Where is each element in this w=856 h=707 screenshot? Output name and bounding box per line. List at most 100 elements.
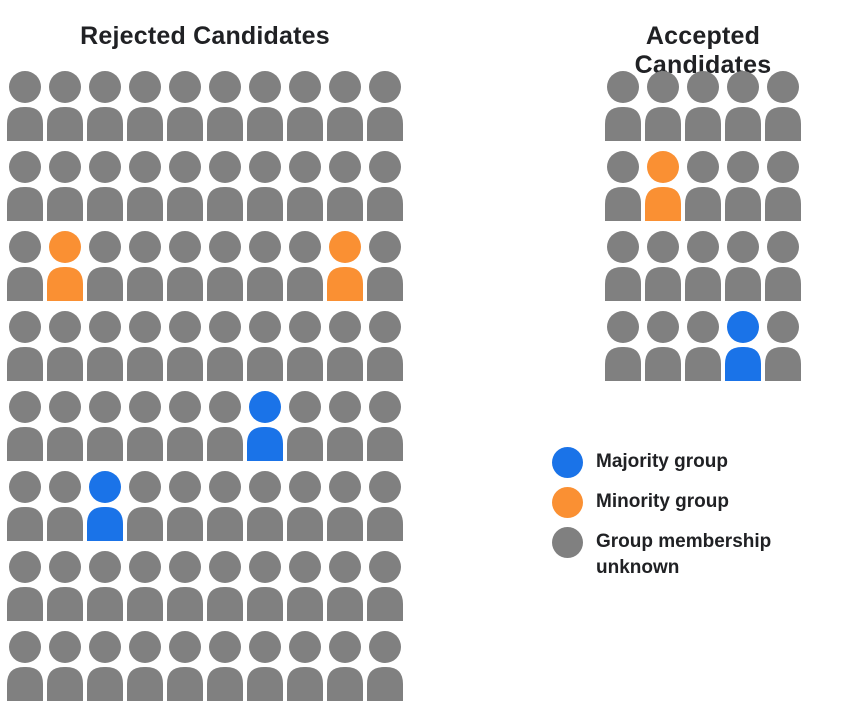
person-icon-minority [327,231,363,301]
person-icon-unknown [247,151,283,221]
legend-label-unknown: Group membership unknown [596,531,772,578]
person-icon-unknown [765,231,801,301]
accepted-candidates-grid [605,71,801,381]
person-icon-unknown [207,151,243,221]
person-icon-unknown [327,391,363,461]
person-icon-unknown [645,71,681,141]
legend-item-minority: Minority group [552,487,796,518]
legend-label-majority: Majority group [596,451,728,472]
person-icon-unknown [725,151,761,221]
person-icon-majority [725,311,761,381]
person-icon-majority [87,471,123,541]
person-icon-unknown [367,471,403,541]
person-icon-unknown [7,231,43,301]
person-icon-unknown [645,311,681,381]
person-icon-unknown [645,231,681,301]
person-icon-unknown [7,631,43,701]
person-icon-unknown [287,631,323,701]
person-icon-unknown [127,391,163,461]
person-icon-unknown [87,71,123,141]
person-icon-unknown [87,631,123,701]
person-icon-unknown [47,151,83,221]
person-icon-unknown [207,231,243,301]
person-icon-unknown [327,551,363,621]
person-icon-unknown [247,631,283,701]
person-icon-unknown [367,231,403,301]
person-icon-unknown [127,71,163,141]
person-icon-unknown [207,471,243,541]
person-icon-unknown [605,311,641,381]
person-icon-unknown [87,151,123,221]
person-icon-unknown [207,551,243,621]
person-icon-unknown [127,551,163,621]
person-icon-unknown [207,311,243,381]
person-icon-unknown [605,71,641,141]
person-icon-unknown [367,151,403,221]
person-icon-unknown [247,71,283,141]
person-icon-minority [645,151,681,221]
person-icon-unknown [367,391,403,461]
person-icon-unknown [47,71,83,141]
person-icon-unknown [765,311,801,381]
legend-item-unknown: Group membership unknown [552,527,796,581]
person-icon-unknown [167,311,203,381]
person-icon-unknown [247,231,283,301]
legend-label-minority: Minority group [596,491,729,512]
person-icon-unknown [765,71,801,141]
legend-swatch-circle-icon [552,487,583,518]
person-icon-unknown [167,151,203,221]
legend: Majority group Minority group Group member… [552,447,796,581]
person-icon-unknown [247,311,283,381]
person-icon-unknown [7,311,43,381]
person-icon-unknown [87,311,123,381]
person-icon-unknown [207,391,243,461]
person-icon-minority [47,231,83,301]
person-icon-unknown [287,71,323,141]
person-icon-unknown [287,231,323,301]
person-icon-unknown [725,71,761,141]
person-icon-unknown [167,391,203,461]
legend-item-majority: Majority group [552,447,796,478]
legend-swatch-circle-icon [552,527,583,558]
person-icon-unknown [167,551,203,621]
person-icon-unknown [167,71,203,141]
person-icon-unknown [7,551,43,621]
person-icon-unknown [327,151,363,221]
person-icon-unknown [47,391,83,461]
person-icon-unknown [287,471,323,541]
person-icon-unknown [47,631,83,701]
person-icon-unknown [127,631,163,701]
person-icon-unknown [7,391,43,461]
person-icon-unknown [367,311,403,381]
person-icon-unknown [367,71,403,141]
person-icon-unknown [167,231,203,301]
person-icon-unknown [7,151,43,221]
person-icon-unknown [7,71,43,141]
person-icon-unknown [87,551,123,621]
person-icon-unknown [127,231,163,301]
person-icon-unknown [207,71,243,141]
person-icon-unknown [287,551,323,621]
person-icon-unknown [47,311,83,381]
rejected-candidates-grid [7,71,403,701]
person-icon-unknown [287,391,323,461]
person-icon-unknown [765,151,801,221]
person-icon-unknown [287,151,323,221]
person-icon-unknown [685,311,721,381]
person-icon-unknown [367,631,403,701]
person-icon-unknown [327,71,363,141]
rejected-candidates-title: Rejected Candidates [80,22,330,50]
person-icon-unknown [685,231,721,301]
person-icon-unknown [247,551,283,621]
person-icon-unknown [207,631,243,701]
person-icon-unknown [725,231,761,301]
legend-swatch-circle-icon [552,447,583,478]
person-icon-unknown [287,311,323,381]
person-icon-unknown [367,551,403,621]
person-icon-unknown [167,631,203,701]
person-icon-unknown [685,151,721,221]
person-icon-majority [247,391,283,461]
person-icon-unknown [127,471,163,541]
person-icon-unknown [605,231,641,301]
person-icon-unknown [327,471,363,541]
